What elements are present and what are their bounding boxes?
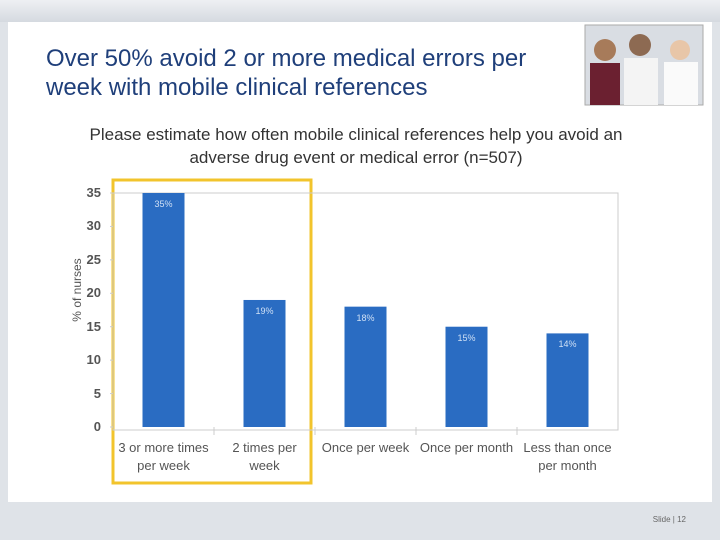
y-tick-label: 25	[86, 251, 101, 267]
y-tick-label: 5	[93, 385, 101, 401]
footer: Slide | 12	[652, 515, 686, 524]
x-tick-label: Less than once per month	[523, 440, 612, 473]
y-tick-label: 10	[86, 352, 101, 368]
bar	[243, 299, 286, 427]
x-tick-label: 3 or more times per week	[118, 440, 209, 473]
chart-title: Over 50% avoid 2 or more medical errors …	[46, 45, 527, 101]
top-bar	[0, 0, 720, 22]
bar	[142, 193, 185, 427]
value-label: 14%	[558, 339, 577, 350]
y-tick-label: 15	[86, 318, 101, 334]
x-tick-label: Once per week	[321, 440, 410, 455]
bar	[344, 306, 387, 427]
value-label: 15%	[457, 332, 476, 343]
value-label: 18%	[356, 312, 375, 323]
bar	[445, 326, 488, 427]
y-tick-label: 30	[86, 218, 101, 234]
x-tick-label: 2 times per week	[232, 440, 297, 473]
value-label: 19%	[255, 305, 274, 316]
x-tick-label: Once per month	[419, 440, 514, 455]
y-tick-label: 20	[86, 285, 101, 301]
y-tick-label: 35	[86, 185, 101, 200]
bar	[546, 333, 589, 427]
photo	[584, 24, 704, 106]
y-tick-label: 0	[93, 419, 101, 434]
value-label: 35%	[154, 199, 173, 209]
plot-frame	[112, 192, 619, 431]
chart-subtitle: Please estimate how often mobile clinica…	[89, 125, 623, 167]
